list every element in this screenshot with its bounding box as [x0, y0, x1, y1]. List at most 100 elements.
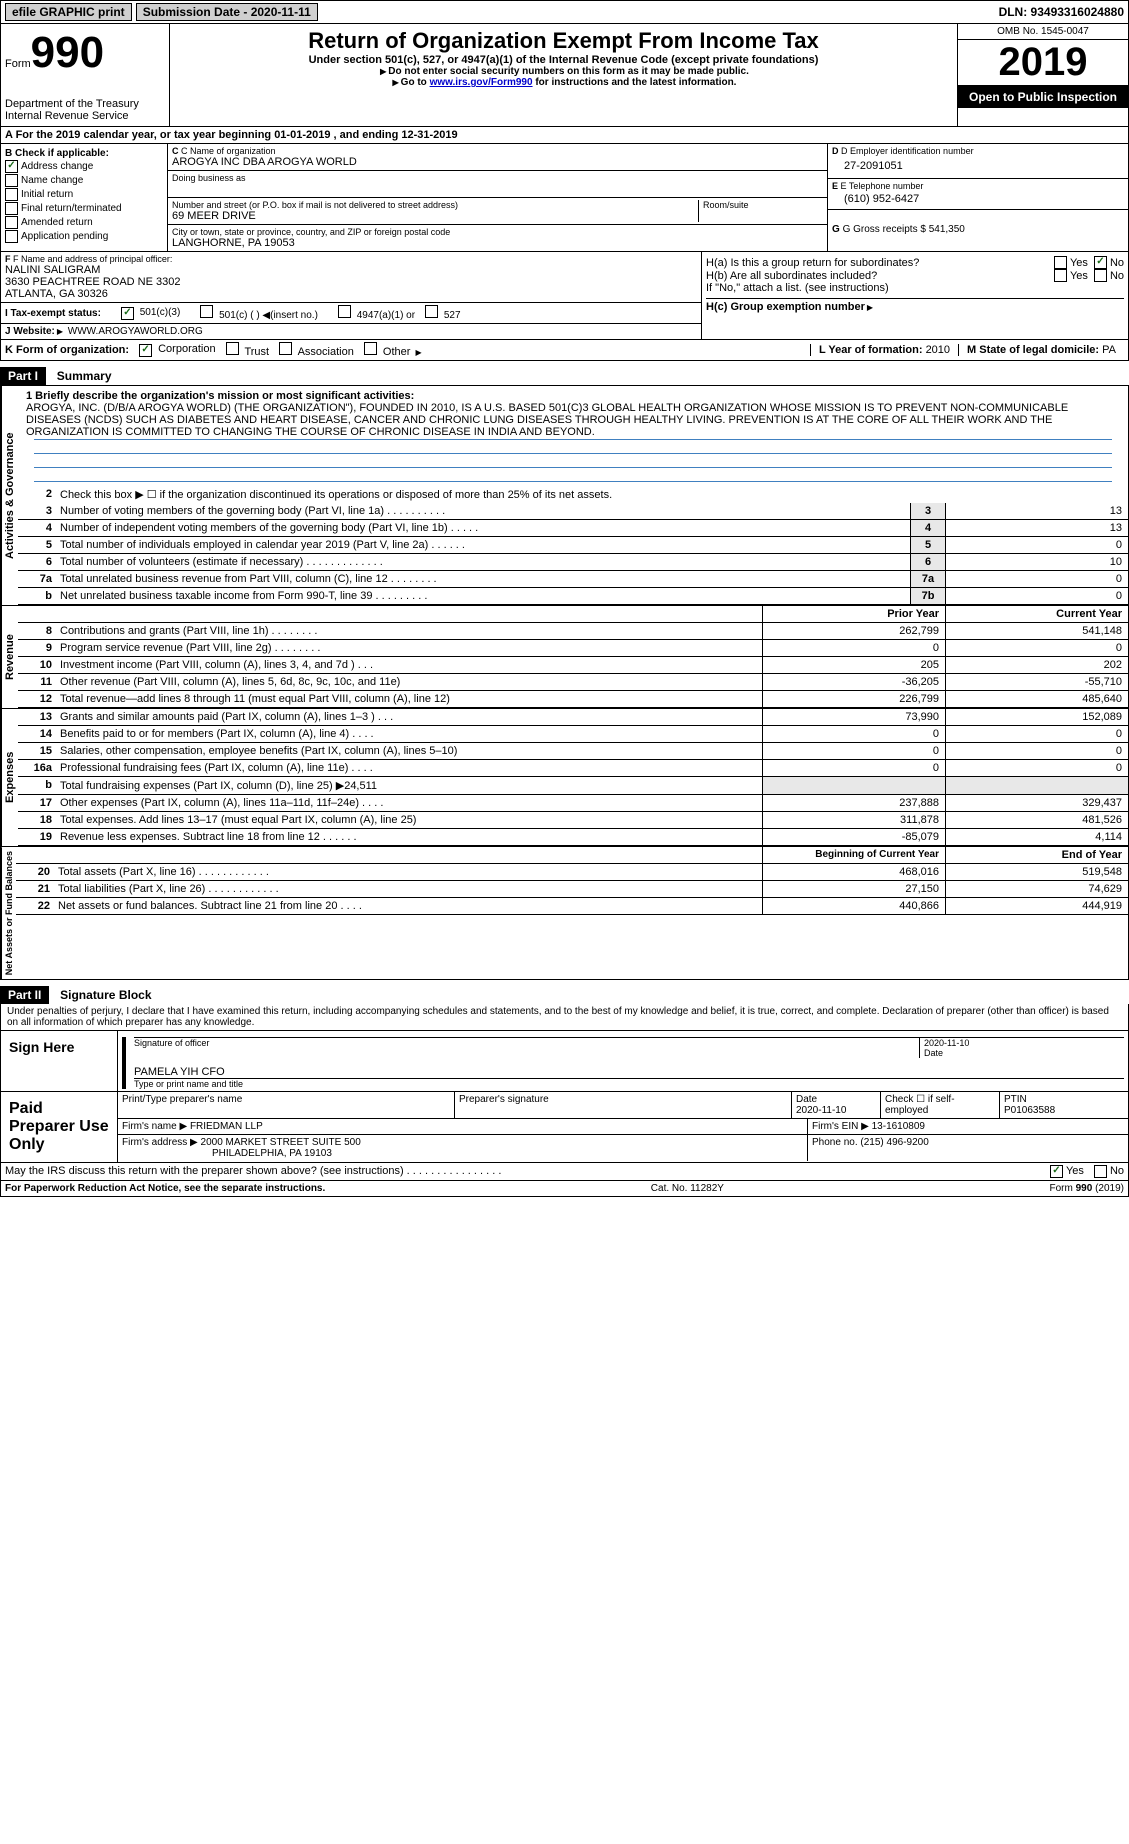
- line-num: 16a: [18, 760, 56, 776]
- hc-label: H(c) Group exemption number: [706, 301, 865, 313]
- line-desc: Total number of volunteers (estimate if …: [56, 554, 910, 570]
- line2-text: Check this box ▶ ☐ if the organization d…: [56, 486, 1128, 503]
- lbl-other: Other: [383, 346, 411, 358]
- date-label: Date: [924, 1048, 943, 1058]
- line-desc: Total revenue—add lines 8 through 11 (mu…: [56, 691, 762, 707]
- current-val: 444,919: [945, 898, 1128, 914]
- line1-label: 1 Briefly describe the organization's mi…: [26, 390, 414, 402]
- dept-treasury: Department of the Treasury Internal Reve…: [5, 98, 165, 122]
- phone-value: (610) 952-6427: [832, 191, 1124, 207]
- chk-4947[interactable]: [338, 305, 351, 318]
- m-value: PA: [1102, 344, 1116, 356]
- prior-val: [762, 777, 945, 794]
- chk-501c3[interactable]: [121, 307, 134, 320]
- i-label: I Tax-exempt status:: [5, 308, 101, 319]
- chk-assoc[interactable]: [279, 342, 292, 355]
- paperwork-notice: For Paperwork Reduction Act Notice, see …: [5, 1183, 325, 1194]
- line-num: 6: [18, 554, 56, 570]
- current-val: 74,629: [945, 881, 1128, 897]
- begin-year-head: Beginning of Current Year: [762, 847, 945, 863]
- prior-val: 237,888: [762, 795, 945, 811]
- line-box: 4: [910, 520, 945, 536]
- lbl-no2: No: [1110, 270, 1124, 282]
- chk-trust[interactable]: [226, 342, 239, 355]
- chk-527[interactable]: [425, 305, 438, 318]
- prep-sig-label: Preparer's signature: [455, 1092, 792, 1118]
- firm-ein-label: Firm's EIN ▶: [812, 1121, 869, 1132]
- chk-501c[interactable]: [200, 305, 213, 318]
- firm-addr-label: Firm's address ▶: [122, 1137, 198, 1148]
- city-value: LANGHORNE, PA 19053: [172, 237, 823, 249]
- form-subtitle: Under section 501(c), 527, or 4947(a)(1)…: [174, 54, 953, 66]
- summary-block: Activities & Governance 1 Briefly descri…: [0, 385, 1129, 980]
- discuss-text: May the IRS discuss this return with the…: [5, 1165, 1050, 1178]
- line-val: 13: [945, 520, 1128, 536]
- line-num: b: [18, 588, 56, 604]
- sig-officer-label: Signature of officer: [134, 1038, 919, 1058]
- chk-initial-return[interactable]: [5, 188, 18, 201]
- line-val: 0: [945, 571, 1128, 587]
- submission-date: Submission Date - 2020-11-11: [136, 3, 318, 21]
- line-desc: Grants and similar amounts paid (Part IX…: [56, 709, 762, 725]
- current-val: 485,640: [945, 691, 1128, 707]
- line-desc: Other revenue (Part VIII, column (A), li…: [56, 674, 762, 690]
- lbl-yes2: Yes: [1070, 270, 1088, 282]
- prior-val: 262,799: [762, 623, 945, 639]
- prep-name-label: Print/Type preparer's name: [118, 1092, 455, 1118]
- hb-label: H(b) Are all subordinates included?: [706, 270, 1054, 282]
- line-num: 10: [18, 657, 56, 673]
- phone-label: E Telephone number: [841, 181, 924, 191]
- sig-date: 2020-11-10: [924, 1038, 969, 1048]
- part1-header-row: Part I Summary: [0, 361, 1129, 385]
- part2-title: Signature Block: [52, 986, 159, 1004]
- ssn-note: Do not enter social security numbers on …: [388, 66, 749, 77]
- current-val: -55,710: [945, 674, 1128, 690]
- chk-amended[interactable]: [5, 216, 18, 229]
- chk-ha-no[interactable]: [1094, 256, 1107, 269]
- firm-addr2: PHILADELPHIA, PA 19103: [212, 1148, 332, 1159]
- line-desc: Total unrelated business revenue from Pa…: [56, 571, 910, 587]
- irs-link[interactable]: www.irs.gov/Form990: [430, 77, 533, 88]
- lbl-no: No: [1110, 257, 1124, 269]
- line-desc: Salaries, other compensation, employee b…: [56, 743, 762, 759]
- lbl-501c3: 501(c)(3): [140, 307, 181, 318]
- chk-final-return[interactable]: [5, 202, 18, 215]
- chk-discuss-yes[interactable]: [1050, 1165, 1063, 1178]
- check-self-employed: Check ☐ if self-employed: [881, 1092, 1000, 1118]
- street-value: 69 MEER DRIVE: [172, 210, 698, 222]
- website-value: WWW.AROGYAWORLD.ORG: [68, 326, 203, 337]
- officer-printed-name: PAMELA YIH CFO: [134, 1066, 1124, 1078]
- chk-ha-yes[interactable]: [1054, 256, 1067, 269]
- current-val: 329,437: [945, 795, 1128, 811]
- current-val: 0: [945, 640, 1128, 656]
- open-public: Open to Public Inspection: [958, 86, 1128, 108]
- part2-header: Part II: [0, 986, 49, 1004]
- tax-year: 2019: [958, 40, 1128, 86]
- j-label: J Website:: [5, 326, 55, 337]
- chk-other[interactable]: [364, 342, 377, 355]
- discuss-yes: Yes: [1066, 1165, 1084, 1178]
- goto-pre: Go to: [401, 77, 430, 88]
- line-box: 3: [910, 503, 945, 519]
- chk-address-change[interactable]: [5, 160, 18, 173]
- chk-corp[interactable]: [139, 344, 152, 357]
- hb-note: If "No," attach a list. (see instruction…: [706, 282, 1124, 294]
- firm-name: FRIEDMAN LLP: [190, 1121, 263, 1132]
- chk-hb-yes[interactable]: [1054, 269, 1067, 282]
- sign-here-label: Sign Here: [1, 1031, 118, 1091]
- prior-year-head: Prior Year: [762, 606, 945, 622]
- efile-button[interactable]: efile GRAPHIC print: [5, 3, 132, 21]
- chk-app-pending[interactable]: [5, 230, 18, 243]
- officer-addr2: ATLANTA, GA 30326: [5, 288, 697, 300]
- discuss-no: No: [1110, 1165, 1124, 1178]
- chk-name-change[interactable]: [5, 174, 18, 187]
- paid-preparer-label: Paid Preparer Use Only: [1, 1092, 118, 1162]
- chk-hb-no[interactable]: [1094, 269, 1107, 282]
- line-desc: Investment income (Part VIII, column (A)…: [56, 657, 762, 673]
- current-year-head: Current Year: [945, 606, 1128, 622]
- chk-discuss-no[interactable]: [1094, 1165, 1107, 1178]
- omb-number: OMB No. 1545-0047: [958, 24, 1128, 40]
- line-box: 7b: [910, 588, 945, 604]
- end-year-head: End of Year: [945, 847, 1128, 863]
- prior-val: 205: [762, 657, 945, 673]
